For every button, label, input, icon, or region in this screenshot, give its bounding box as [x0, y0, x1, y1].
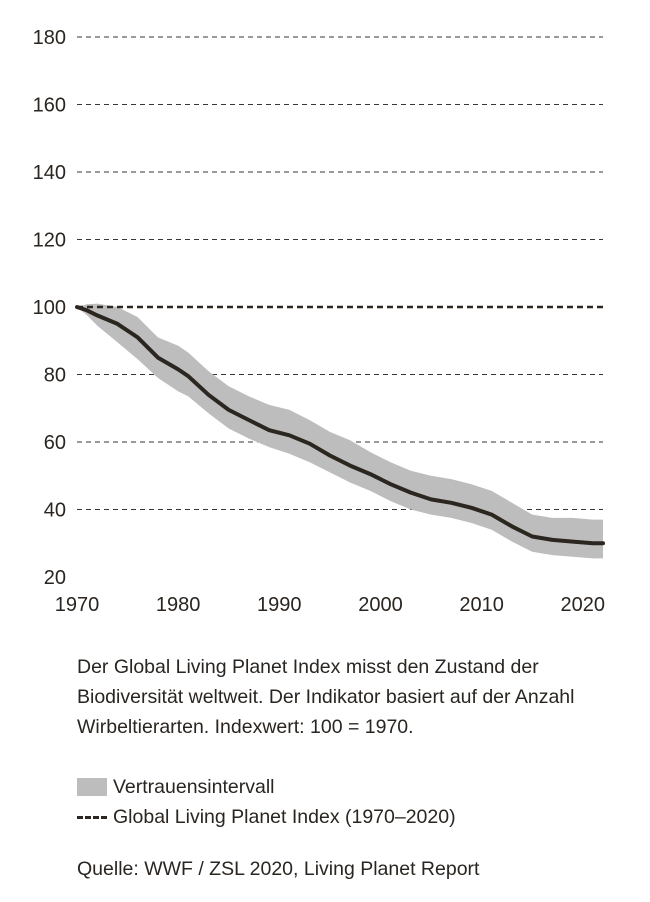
- x-axis-ticks: 1970 1980 1990 2000 2010 2020: [55, 594, 605, 616]
- y-tick-label: 100: [33, 297, 66, 319]
- chart: 20 40 60 80 100 120 140 160 180 1970 1980 1990 2000…: [33, 27, 605, 616]
- legend-item-confidence-band: Vertrauensintervall: [77, 772, 456, 802]
- x-tick-label: 2010: [459, 594, 504, 616]
- y-tick-label: 60: [44, 432, 66, 454]
- y-tick-label: 160: [33, 95, 66, 117]
- confidence-band: [77, 303, 603, 559]
- legend-label-confidence-band: Vertrauensintervall: [113, 775, 275, 798]
- index-line-swatch: [77, 815, 107, 819]
- legend-label-index-line: Global Living Planet Index (1970–2020): [113, 805, 456, 828]
- legend: Vertrauensintervall Global Living Planet…: [77, 772, 456, 832]
- x-tick-label: 1970: [55, 594, 100, 616]
- y-tick-label: 180: [33, 27, 66, 49]
- index-line-layer: [75, 305, 605, 546]
- index-line: [75, 305, 605, 546]
- x-tick-label: 1990: [257, 594, 302, 616]
- y-tick-label: 120: [33, 230, 66, 252]
- y-tick-label: 20: [44, 567, 66, 589]
- y-tick-label: 140: [33, 162, 66, 184]
- x-tick-label: 1980: [156, 594, 201, 616]
- x-tick-label: 2020: [561, 594, 606, 616]
- x-tick-label: 2000: [358, 594, 403, 616]
- source-note: Quelle: WWF / ZSL 2020, Living Planet Re…: [77, 858, 480, 880]
- y-tick-label: 80: [44, 365, 66, 387]
- confidence-band-layer: [77, 303, 603, 559]
- legend-item-index-line: Global Living Planet Index (1970–2020): [77, 802, 456, 832]
- chart-caption: Der Global Living Planet Index misst den…: [77, 656, 575, 738]
- y-axis-ticks: 20 40 60 80 100 120 140 160 180: [33, 27, 66, 589]
- confidence-band-swatch: [77, 778, 107, 796]
- y-tick-label: 40: [44, 500, 66, 522]
